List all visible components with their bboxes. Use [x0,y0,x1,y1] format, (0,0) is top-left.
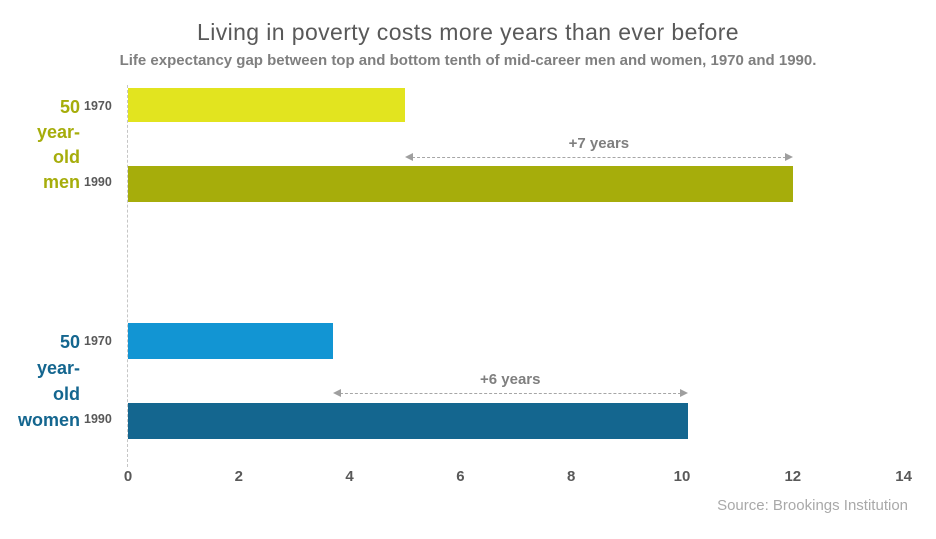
bar-women-1990 [128,403,688,439]
x-tick-label: 8 [567,468,576,485]
x-tick-label: 6 [456,468,465,485]
x-tick-label: 14 [895,468,912,485]
x-tick-label: 0 [123,468,133,485]
source-credit: Source: Brookings Institution [717,497,908,514]
y-axis-line [127,85,128,467]
men-group-label-line: year- [36,122,80,142]
women-1990-year-label: 1990 [84,412,112,426]
women-1970-year-label: 1970 [84,334,112,348]
men-group-label-line: men [42,172,80,192]
bar-women-1970 [128,323,333,359]
x-tick-label: 12 [784,468,802,485]
bar-men-1970 [128,88,405,122]
gap-arrow-women: +6 years [332,371,688,397]
women-group-label-line: 50 [59,332,80,352]
men-group-label: 50 year- old men [0,95,80,195]
x-tick-label: 2 [234,468,243,485]
women-group-label-line: old [53,384,80,404]
men-1970-year-label: 1970 [84,99,112,113]
gap-label-women: +6 years [480,371,541,388]
men-1990-year-label: 1990 [84,175,112,189]
gap-label-men: +7 years [568,135,630,152]
x-tick-label: 10 [673,468,691,485]
women-group-label-line: women [17,410,80,430]
women-group-label-line: year- [36,358,80,378]
men-group-label-line: 50 [59,97,80,117]
women-group-label: 50 year- old women [0,329,80,433]
men-group-label-line: old [53,147,80,167]
chart-title: Living in poverty costs more years than … [197,19,739,45]
x-tick-label: 4 [345,468,354,485]
x-axis: 0 2 4 6 8 10 12 14 [0,468,936,490]
gap-arrow-men: +7 years [405,135,793,161]
bar-men-1990 [128,166,793,202]
chart-subtitle: Life expectancy gap between top and bott… [119,52,817,69]
